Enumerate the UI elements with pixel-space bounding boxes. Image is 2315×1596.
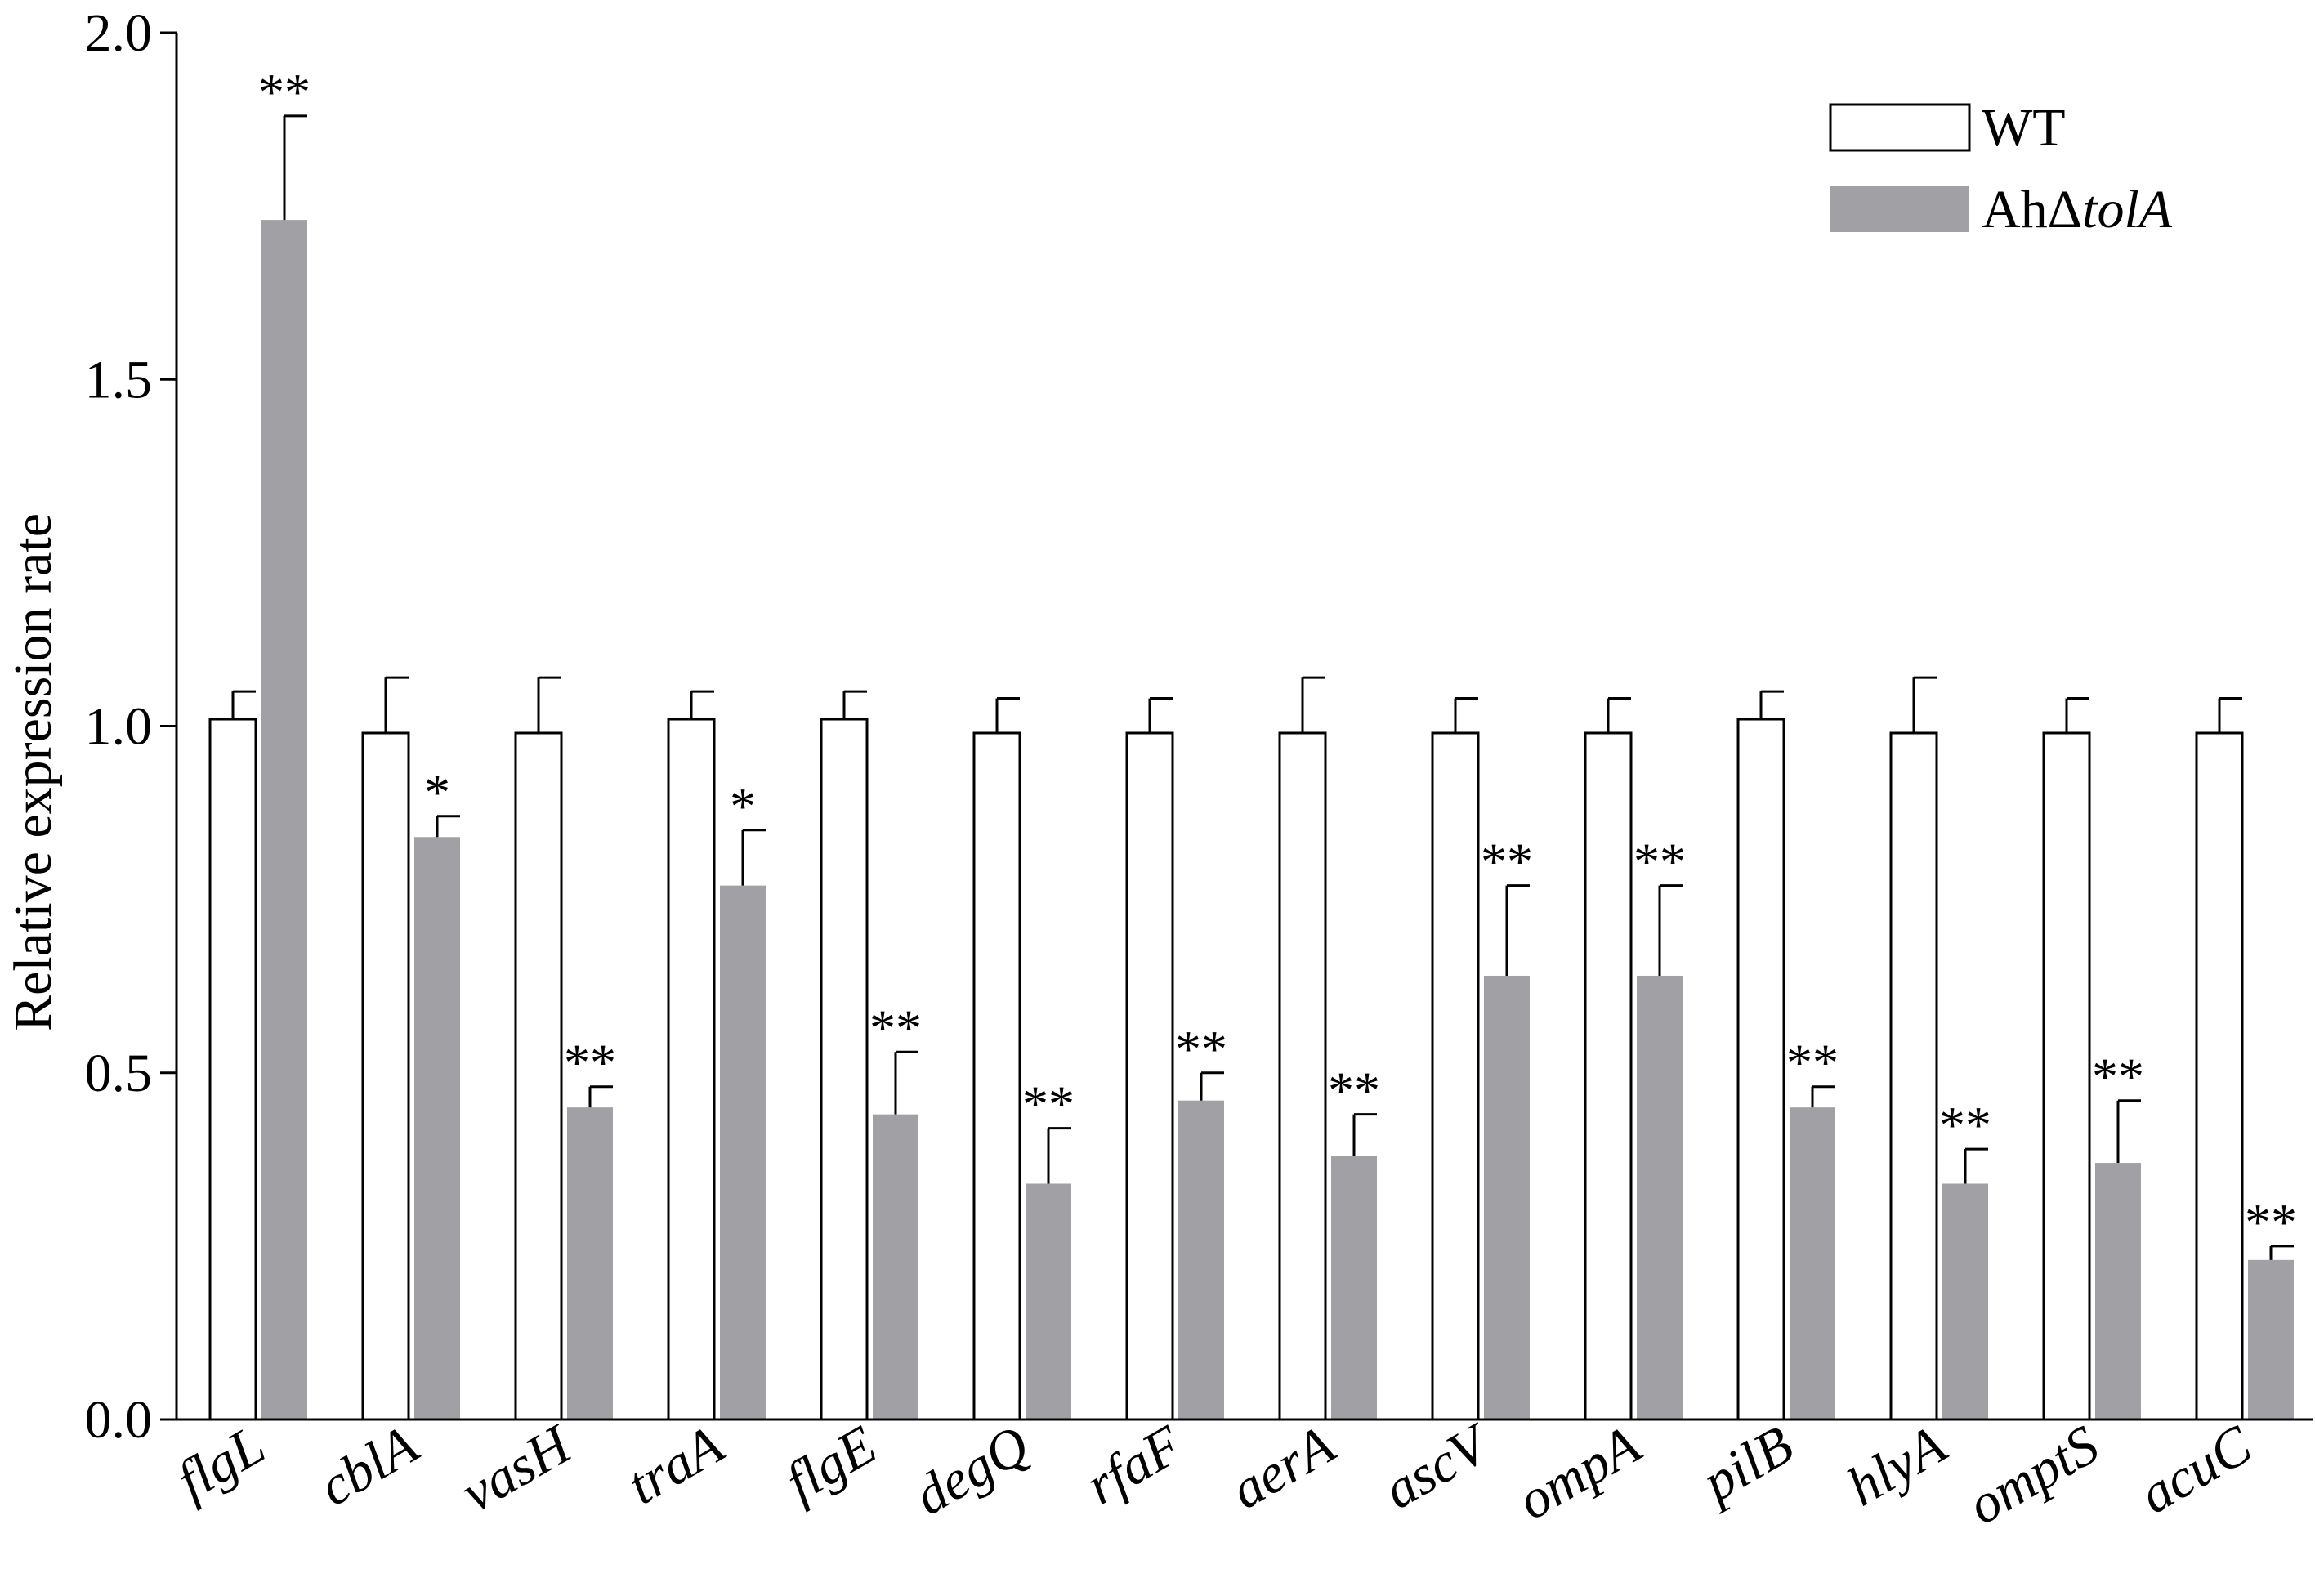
- bar-wt-flgE: [820, 718, 869, 1421]
- bar-wt-vasH: [514, 731, 563, 1421]
- significance-marker-ascV: **: [1481, 833, 1533, 891]
- x-tick-label-hlyA: hlyA: [1837, 1413, 1956, 1518]
- significance-marker-traA: *: [730, 777, 756, 835]
- significance-marker-hlyA: **: [1939, 1096, 1991, 1154]
- bar-mutant-ascV: [1484, 975, 1530, 1419]
- bar-mutant-rfaF: [1178, 1100, 1224, 1419]
- bars-group: [208, 220, 2294, 1421]
- x-tick-label-pilB: pilB: [1689, 1413, 1803, 1514]
- x-tick-label-omptS: omptS: [1957, 1413, 2108, 1536]
- bar-mutant-acuC: [2248, 1259, 2294, 1419]
- x-tick-label-ompA: ompA: [1507, 1413, 1651, 1531]
- x-tick-label-ascV: ascV: [1373, 1410, 1503, 1521]
- significance-marker-aerA: **: [1328, 1062, 1380, 1120]
- bar-wt-aerA: [1278, 731, 1327, 1421]
- significance-marker-acuC: **: [2245, 1193, 2297, 1251]
- significance-marker-ompA: **: [1633, 833, 1686, 891]
- significance-marker-flgE: **: [869, 999, 922, 1057]
- x-tick-label-degQ: degQ: [904, 1413, 1039, 1527]
- y-tick-label-1.0: 1.0: [85, 697, 153, 757]
- bar-mutant-degQ: [1026, 1183, 1071, 1419]
- x-tick-label-traA: traA: [617, 1413, 734, 1516]
- y-tick-label-2.0: 2.0: [85, 3, 153, 63]
- x-tick-label-rfaF: rfaF: [1075, 1412, 1193, 1516]
- significance-marker-omptS: **: [2092, 1048, 2144, 1106]
- y-axis-label: Relative expression rate: [3, 513, 63, 1031]
- bar-wt-hlyA: [1889, 731, 1938, 1421]
- bar-mutant-omptS: [2095, 1163, 2141, 1419]
- bar-mutant-vasH: [567, 1107, 613, 1419]
- bar-mutant-hlyA: [1942, 1183, 1988, 1419]
- bar-mutant-ompA: [1637, 975, 1683, 1419]
- bar-wt-pilB: [1736, 718, 1785, 1421]
- x-tick-label-flgL: flgL: [167, 1413, 275, 1512]
- error-bars-group: [231, 114, 2294, 1260]
- significance-marker-cblA: *: [424, 763, 450, 821]
- bar-wt-omptS: [2042, 731, 2091, 1421]
- y-tick-label-0.0: 0.0: [85, 1390, 153, 1450]
- legend-label-mutant: AhΔtolA: [1982, 180, 2173, 239]
- bar-wt-degQ: [972, 731, 1021, 1421]
- bar-wt-cblA: [361, 731, 410, 1421]
- x-tick-label-cblA: cblA: [309, 1413, 428, 1518]
- significance-marker-pilB: **: [1786, 1034, 1839, 1092]
- bar-mutant-flgE: [873, 1114, 918, 1419]
- bar-mutant-flgL: [261, 220, 307, 1420]
- bar-wt-ascV: [1431, 731, 1480, 1421]
- bar-wt-ompA: [1584, 731, 1633, 1421]
- bar-wt-traA: [667, 718, 716, 1421]
- legend: WT AhΔtolA: [1829, 98, 2173, 239]
- legend-swatch-wt: [1829, 103, 1971, 152]
- significance-marker-flgL: **: [258, 63, 311, 121]
- significance-marker-rfaF: **: [1175, 1020, 1227, 1078]
- significance-marker-degQ: **: [1022, 1075, 1075, 1133]
- bar-mutant-aerA: [1331, 1156, 1377, 1419]
- x-tick-label-flgE: flgE: [775, 1413, 886, 1513]
- bar-wt-flgL: [208, 718, 257, 1421]
- bar-mutant-traA: [720, 885, 766, 1419]
- x-tick-label-acuC: acuC: [2129, 1413, 2262, 1526]
- bar-mutant-cblA: [414, 837, 460, 1419]
- significance-marker-vasH: **: [564, 1034, 616, 1092]
- y-tick-label-0.5: 0.5: [85, 1044, 153, 1103]
- legend-swatch-mutant: [1830, 186, 1969, 232]
- significance-markers-group: **************** **********: [258, 63, 2297, 1251]
- bar-wt-acuC: [2195, 731, 2244, 1421]
- bar-wt-rfaF: [1125, 731, 1174, 1421]
- legend-label-wt: WT: [1982, 98, 2066, 158]
- y-tick-label-1.5: 1.5: [85, 350, 153, 409]
- x-tick-label-aerA: aerA: [1220, 1413, 1345, 1521]
- bar-mutant-pilB: [1790, 1107, 1835, 1419]
- x-tick-label-vasH: vasH: [450, 1411, 583, 1524]
